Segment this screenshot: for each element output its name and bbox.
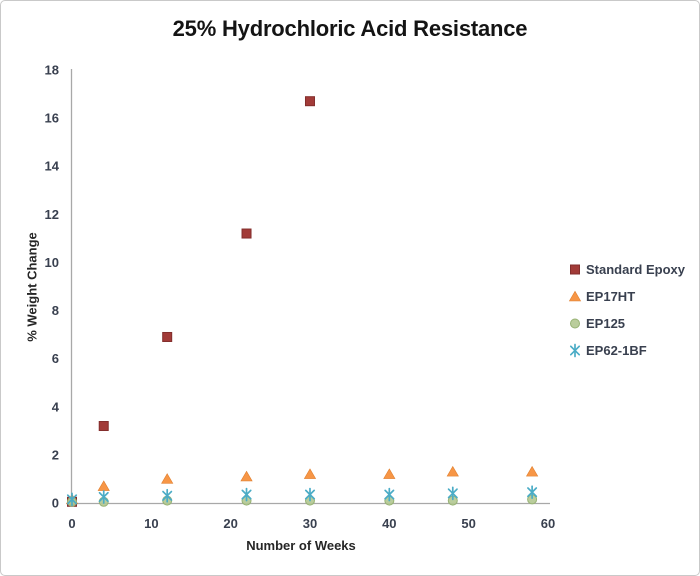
x-tick-label: 40	[382, 516, 396, 531]
y-tick-label: 8	[52, 303, 59, 318]
data-point-marker	[304, 96, 315, 107]
triangle-legend-icon	[568, 290, 582, 301]
data-point-marker	[303, 468, 317, 479]
data-point-marker	[446, 465, 459, 477]
y-tick-label: 2	[52, 447, 59, 462]
series-ep125	[67, 494, 538, 507]
data-point-marker	[570, 318, 580, 328]
data-point-marker	[162, 488, 173, 503]
asterisk-legend-icon	[569, 343, 581, 357]
legend-label: EP62-1BF	[586, 342, 647, 358]
data-point-marker	[384, 487, 395, 502]
x-tick-label: 30	[303, 516, 317, 531]
data-point-marker	[383, 468, 396, 479]
x-tick-label: 60	[541, 516, 555, 531]
data-point-marker	[570, 264, 580, 274]
data-point-marker	[568, 290, 582, 301]
y-tick-label: 12	[45, 207, 59, 222]
x-tick-label: 10	[144, 516, 158, 531]
data-point-marker	[447, 486, 458, 501]
y-tick-label: 4	[52, 399, 60, 414]
legend-label: EP125	[586, 315, 626, 331]
data-point-marker	[241, 228, 252, 239]
y-tick-label: 10	[45, 255, 59, 270]
legend-item: EP125	[567, 313, 685, 333]
series-ep17ht	[65, 465, 539, 505]
data-point-marker	[527, 485, 538, 500]
data-point-marker	[161, 473, 174, 484]
data-point-marker	[162, 331, 173, 342]
data-point-marker	[569, 343, 581, 357]
series-standard-epoxy	[67, 96, 315, 507]
x-tick-label: 20	[223, 516, 237, 531]
legend-label: Standard Epoxy	[586, 261, 685, 277]
data-point-marker	[525, 465, 539, 477]
data-point-marker	[98, 421, 109, 432]
y-tick-label: 0	[52, 496, 59, 511]
x-tick-label: 0	[68, 516, 75, 531]
legend-item: Standard Epoxy	[567, 259, 685, 279]
y-tick-label: 6	[52, 351, 59, 366]
y-tick-label: 14	[45, 159, 60, 174]
legend-label: EP17HT	[586, 288, 636, 304]
data-point-marker	[240, 470, 253, 482]
legend-item: EP62-1BF	[567, 340, 685, 360]
data-point-marker	[97, 480, 110, 491]
legend-item: EP17HT	[567, 286, 685, 306]
circle-legend-icon	[570, 318, 580, 328]
data-point-marker	[241, 487, 252, 502]
data-point-marker	[304, 487, 316, 502]
y-tick-label: 18	[45, 62, 59, 77]
square-legend-icon	[570, 264, 580, 274]
series-ep62-1bf	[66, 485, 538, 507]
data-point-marker	[66, 492, 78, 507]
data-point-marker	[98, 490, 109, 504]
legend: Standard Epoxy EP17HT EP125 EP62-1BF	[567, 259, 685, 367]
x-axis-title: Number of Weeks	[246, 538, 356, 553]
x-tick-label: 50	[461, 516, 475, 531]
y-tick-label: 16	[45, 111, 59, 126]
chart-title: 25% Hydrochloric Acid Resistance	[172, 16, 528, 41]
